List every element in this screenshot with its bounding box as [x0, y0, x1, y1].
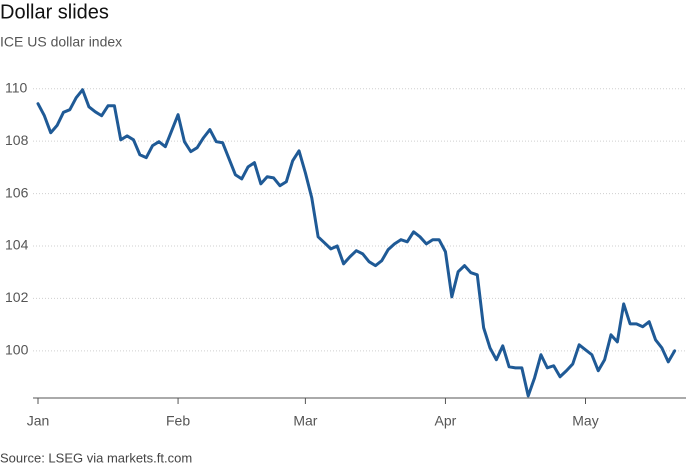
y-tick-label: 108	[5, 132, 29, 148]
y-tick-label: 104	[5, 237, 29, 253]
y-tick-label: 106	[5, 184, 29, 200]
line-series	[36, 88, 677, 398]
source-note: Source: LSEG via markets.ft.com	[0, 450, 192, 465]
y-tick-label: 110	[5, 79, 28, 95]
y-tick-label: 100	[5, 342, 29, 358]
chart-subtitle: ICE US dollar index	[0, 34, 122, 50]
y-tick-label: 102	[5, 289, 29, 305]
x-tick-label: Mar	[293, 413, 317, 429]
chart-title: Dollar slides	[0, 1, 109, 23]
x-tick-label: Jan	[27, 413, 50, 429]
x-tick-label: Apr	[435, 413, 457, 429]
x-tick-label: May	[572, 413, 598, 429]
x-tick-label: Feb	[166, 413, 190, 429]
